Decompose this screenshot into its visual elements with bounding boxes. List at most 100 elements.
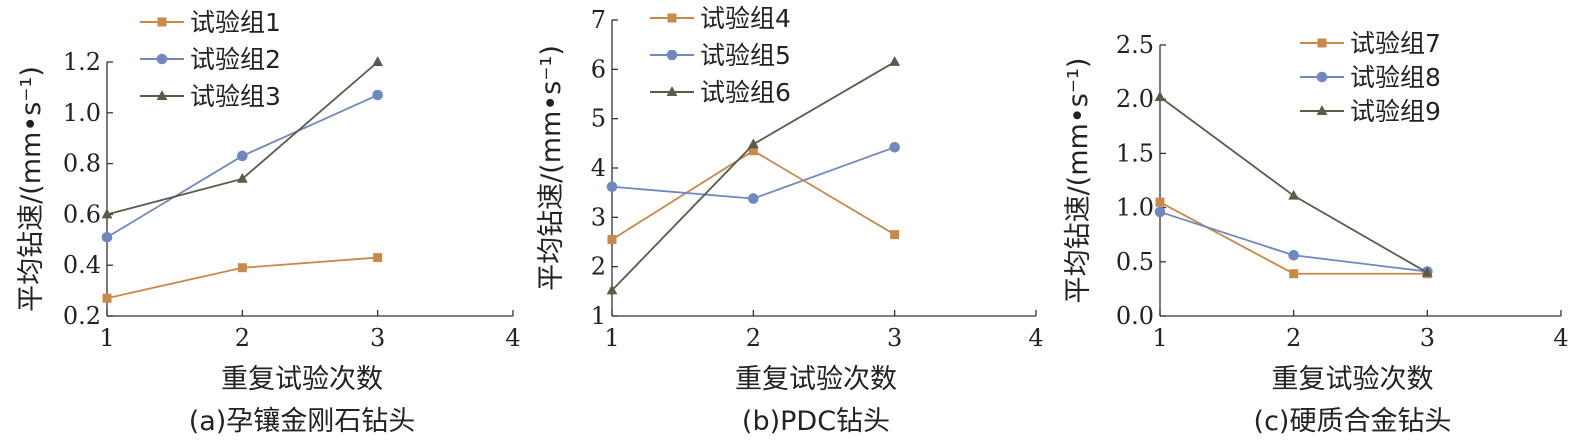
legend-marker [157,17,167,27]
x-axis-title: 重复试验次数 [221,364,383,395]
panel-caption: (c)硬质合金钻头 [1254,406,1452,437]
legend-marker [667,13,677,23]
x-tick-label: 3 [1420,324,1435,352]
legend-entry: 试验组3 [140,82,281,111]
legend-entry: 试验组8 [1300,63,1441,92]
legend-marker [156,53,168,65]
panel-caption: (a)孕镶金刚石钻头 [189,406,416,437]
series-line [1159,201,1428,275]
series-2 [606,141,900,204]
data-point [372,56,384,66]
legend-marker [156,90,168,100]
legend-label: 试验组1 [190,8,281,37]
x-tick-label: 4 [1028,324,1043,352]
x-tick-label: 4 [505,324,520,352]
panel-caption: (b)PDC钻头 [742,406,890,437]
data-point [748,193,759,204]
data-point [606,181,618,193]
data-point [1154,206,1166,218]
y-axis-title: 平均钻速/(mm•s⁻¹) [16,66,47,312]
data-point [101,231,113,243]
data-point [237,263,247,273]
legend-marker [1316,105,1328,115]
legend-label: 试验组6 [700,78,791,107]
data-point [237,150,248,162]
data-point [1155,197,1165,207]
legend-label: 试验组4 [700,4,791,33]
series-2 [1154,206,1433,277]
y-tick-label: 0.8 [63,150,101,178]
y-tick-label: 0.4 [63,251,101,279]
legend-marker [1317,38,1327,48]
data-point [606,284,618,295]
data-point [748,146,758,156]
chart-panel-1: 1 2 3 4 0.2 0.4 0.6 0.8 1.0 1.2 平均钻速/(mm•s⁻¹) 重复试验次… [16,8,521,437]
data-point [236,172,248,183]
legend-label: 试验组5 [700,41,791,70]
y-tick-label: 1.2 [63,48,101,76]
data-point [102,293,112,303]
legend-entry: 试验组2 [140,45,281,74]
y-tick-label: 1 [591,302,606,330]
y-tick-label: 7 [591,6,606,34]
x-tick-label: 2 [235,324,250,352]
series-3 [101,56,384,219]
series-3 [606,56,901,295]
data-point [372,89,383,101]
legend-entry: 试验组6 [650,78,791,107]
legend-marker [666,49,678,61]
y-tick-label: 0.6 [63,200,101,228]
data-point [747,138,759,149]
data-point [1288,249,1299,261]
y-tick-label: 2.0 [1116,85,1154,113]
legend-entry: 试验组5 [650,41,791,70]
y-tick-label: 5 [591,105,606,133]
y-axis-title: 平均钻速/(mm•s⁻¹) [536,45,567,291]
y-tick-label: 6 [591,55,606,83]
x-tick-label: 1 [1152,324,1167,352]
legend-marker [1316,71,1328,83]
x-tick-label: 4 [1553,324,1568,352]
data-point [1288,189,1300,200]
y-tick-label: 2 [591,253,606,281]
data-point [373,253,383,263]
y-tick-label: 1.0 [1116,194,1154,222]
legend-label: 试验组9 [1350,97,1441,126]
x-tick-label: 3 [370,324,385,352]
y-tick-label: 1.5 [1116,139,1154,167]
data-point [889,56,901,66]
series-1 [607,146,900,245]
legend-entry: 试验组4 [650,4,791,33]
y-tick-label: 0.0 [1116,302,1154,330]
x-axis-title: 重复试验次数 [1272,364,1434,395]
y-tick-label: 0.2 [63,302,101,330]
y-tick-label: 2.5 [1116,31,1154,59]
series-line [106,94,379,239]
y-axis-title: 平均钻速/(mm•s⁻¹) [1063,58,1094,304]
series-1 [1155,197,1432,279]
legend-marker [666,86,678,96]
data-point [1154,91,1166,102]
chart-panel-3: 1 2 3 4 0.0 0.5 1.0 1.5 2.0 2.5 平均钻速/(mm•s⁻¹) 重复试验次… [1063,29,1569,437]
legend-entry: 试验组1 [140,8,281,37]
data-point [1421,266,1433,277]
legend-label: 试验组7 [1350,29,1441,58]
y-tick-label: 0.5 [1116,248,1154,276]
series-1 [102,253,383,303]
legend-entry: 试验组9 [1300,97,1441,126]
data-point [1289,269,1299,279]
data-point [890,230,900,240]
data-point [607,235,617,245]
legend-label: 试验组3 [190,82,281,111]
legend-label: 试验组8 [1350,63,1441,92]
x-tick-label: 2 [746,324,761,352]
x-tick-label: 1 [99,324,114,352]
y-tick-label: 3 [591,203,606,231]
legend-label: 试验组2 [190,45,281,74]
legend-entry: 试验组7 [1300,29,1441,58]
chart-panel-2: 1 2 3 4 1 2 3 4 5 6 7 平均钻速/(mm•s⁻¹) 重复试验次数 (b)PDC钻头 试验… [536,4,1044,437]
x-axis-title: 重复试验次数 [735,364,897,395]
data-point [101,208,113,219]
data-point [889,141,900,153]
